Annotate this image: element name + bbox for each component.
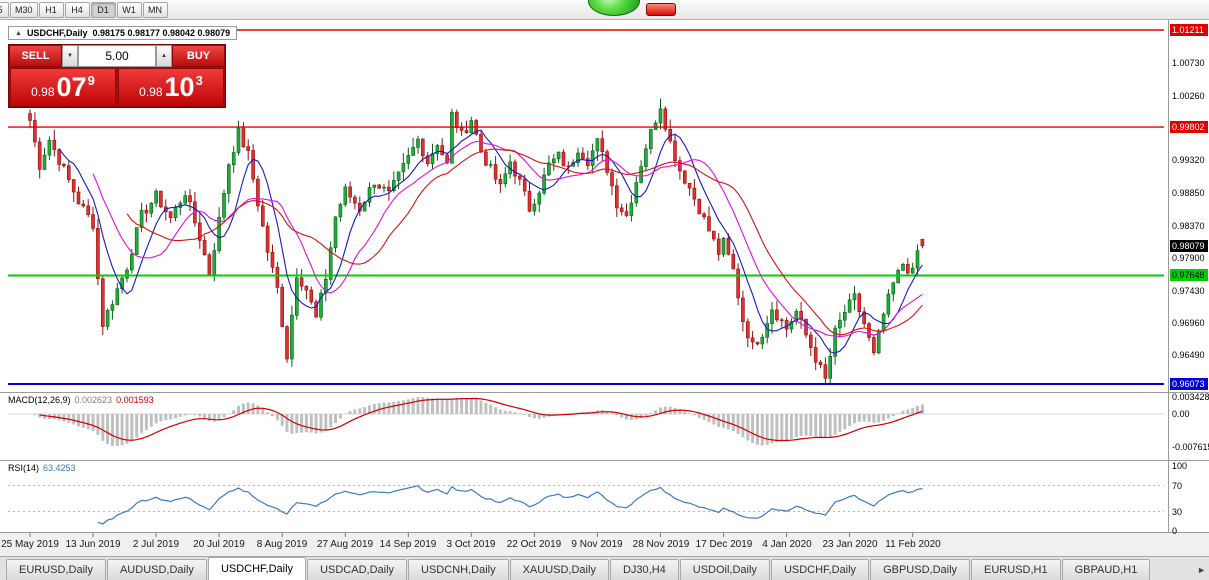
date-axis-label: 4 Jan 2020 <box>762 539 812 550</box>
chart-tab-eurusd-daily[interactable]: EURUSD,Daily <box>6 559 106 580</box>
price-axis-label: 0.96490 <box>1172 350 1205 360</box>
chart-tab-usdchf-daily[interactable]: USDCHF,Daily <box>770 559 870 580</box>
date-axis-label: 28 Nov 2019 <box>632 539 690 550</box>
timeframe-button-h4[interactable]: H4 <box>64 1 90 18</box>
rsi-name: RSI(14) <box>8 463 40 473</box>
chart-tab-usdcad-daily[interactable]: USDCAD,Daily <box>307 559 408 580</box>
buy-price-display[interactable]: 0.98 10 3 <box>118 68 224 107</box>
rsi-axis-label: 30 <box>1172 507 1183 517</box>
chart-symbol-period: USDCHF,Daily <box>26 28 88 38</box>
timeframe-button-d1[interactable]: D1 <box>90 1 116 18</box>
macd-name: MACD(12,26,9) <box>8 395 71 405</box>
rsi-axis-label: 70 <box>1172 481 1183 491</box>
price-axis-label: 1.00260 <box>1172 91 1205 101</box>
macd-signal-value: 0.001593 <box>116 395 154 405</box>
timeframe-button-m30[interactable]: M30 <box>10 1 38 18</box>
sell-price-display[interactable]: 0.98 07 9 <box>10 68 116 107</box>
macd-axis-zero: 0.00 <box>1172 409 1190 419</box>
macd-axis-max: 0.003428 <box>1172 392 1209 402</box>
chart-tab-eurusd-h1[interactable]: EURUSD,H1 <box>971 559 1061 580</box>
timeframe-button-h1[interactable]: H1 <box>38 1 64 18</box>
macd-main-value: 0.002623 <box>74 395 113 405</box>
timeframe-toolbar: 5M30H1H4D1W1MN <box>0 0 1209 20</box>
price-axis-line-label: 0.99802 <box>1170 121 1208 133</box>
chart-title-box: ▲ USDCHF,Daily 0.98175 0.98177 0.98042 0… <box>8 26 238 40</box>
date-axis-label: 17 Dec 2019 <box>695 539 753 550</box>
one-click-trading-panel: SELL ▼ ▲ BUY 0.98 07 9 0.98 10 3 <box>8 44 226 108</box>
chart-tab-xauusd-daily[interactable]: XAUUSD,Daily <box>509 559 609 580</box>
sell-pips: 07 <box>56 72 87 102</box>
date-axis-label: 25 May 2019 <box>1 539 59 550</box>
tab-scroll-right-icon[interactable]: ► <box>1197 565 1206 575</box>
date-axis-label: 27 Aug 2019 <box>316 539 374 550</box>
price-axis-label: 0.98850 <box>1172 188 1205 198</box>
volume-decrease-button[interactable]: ▼ <box>62 45 78 67</box>
chart-tab-gbpusd-daily[interactable]: GBPUSD,Daily <box>870 559 971 580</box>
macd-label: MACD(12,26,9) 0.002623 0.001593 <box>8 395 154 405</box>
green-status-indicator[interactable] <box>588 0 640 16</box>
rsi-value: 63.4253 <box>43 463 76 473</box>
price-axis-line-label: 0.98079 <box>1170 240 1208 252</box>
volume-increase-button[interactable]: ▲ <box>156 45 172 67</box>
date-axis-label: 11 Feb 2020 <box>885 539 941 550</box>
buy-pipette: 3 <box>195 73 203 88</box>
chart-tab-gbpaud-h1[interactable]: GBPAUD,H1 <box>1061 559 1151 580</box>
buy-pips: 10 <box>164 72 195 102</box>
collapse-chart-icon[interactable]: ▲ <box>15 29 22 37</box>
volume-input[interactable] <box>78 45 156 67</box>
chart-tab-audusd-daily[interactable]: AUDUSD,Daily <box>106 559 207 580</box>
date-axis-label: 13 Jun 2019 <box>65 539 121 550</box>
chart-tab-usdoil-daily[interactable]: USDOil,Daily <box>679 559 770 580</box>
date-axis-label: 2 Jul 2019 <box>132 539 180 550</box>
rsi-axis-label: 0 <box>1172 526 1178 536</box>
trade-prices-row: 0.98 07 9 0.98 10 3 <box>9 67 225 107</box>
sell-big-figure: 0.98 <box>31 85 55 99</box>
date-axis-label: 3 Oct 2019 <box>446 539 496 550</box>
price-axis-line-label: 0.97648 <box>1170 269 1208 281</box>
sell-button[interactable]: SELL <box>9 45 62 67</box>
price-axis-label: 0.97900 <box>1172 253 1205 263</box>
rsi-label: RSI(14) 63.4253 <box>8 463 76 473</box>
price-axis-line-label: 1.01211 <box>1170 24 1208 36</box>
buy-big-figure: 0.98 <box>139 85 163 99</box>
timeframe-button-w1[interactable]: W1 <box>116 1 142 18</box>
date-axis-label: 22 Oct 2019 <box>506 539 562 550</box>
price-axis-label: 0.97430 <box>1172 286 1205 296</box>
timeframe-button-mn[interactable]: MN <box>142 1 168 18</box>
price-axis-label: 0.96960 <box>1172 318 1205 328</box>
price-axis-label: 0.98370 <box>1172 221 1205 231</box>
sell-pipette: 9 <box>87 73 95 88</box>
red-status-indicator[interactable] <box>646 3 676 16</box>
buy-button[interactable]: BUY <box>172 45 225 67</box>
chart-tab-dj30-h4[interactable]: DJ30,H4 <box>609 559 679 580</box>
chart-tab-usdcnh-daily[interactable]: USDCNH,Daily <box>408 559 509 580</box>
chart-tab-bar: EURUSD,Daily AUDUSD,Daily USDCHF,Daily USDC… <box>0 556 1209 580</box>
price-axis-label: 0.99320 <box>1172 155 1205 165</box>
trade-controls-row: SELL ▼ ▲ BUY <box>9 45 225 67</box>
chart-tab-usdchf-daily[interactable]: USDCHF,Daily <box>207 557 307 580</box>
date-axis-label: 23 Jan 2020 <box>822 539 878 550</box>
timeframe-button-5[interactable]: 5 <box>0 1 9 18</box>
rsi-axis-label: 100 <box>1172 461 1188 471</box>
date-axis-label: 20 Jul 2019 <box>193 539 245 550</box>
price-axis-line-label: 0.96073 <box>1170 378 1208 390</box>
date-axis-label: 9 Nov 2019 <box>571 539 623 550</box>
chart-ohlc-values: 0.98175 0.98177 0.98042 0.98079 <box>92 28 231 38</box>
date-axis-label: 8 Aug 2019 <box>256 539 308 550</box>
date-axis-label: 14 Sep 2019 <box>379 539 437 550</box>
price-axis-label: 1.00730 <box>1172 58 1205 68</box>
macd-axis-min: -0.007615 <box>1172 442 1209 452</box>
timeframe-buttons: 5M30H1H4D1W1MN <box>0 1 169 18</box>
